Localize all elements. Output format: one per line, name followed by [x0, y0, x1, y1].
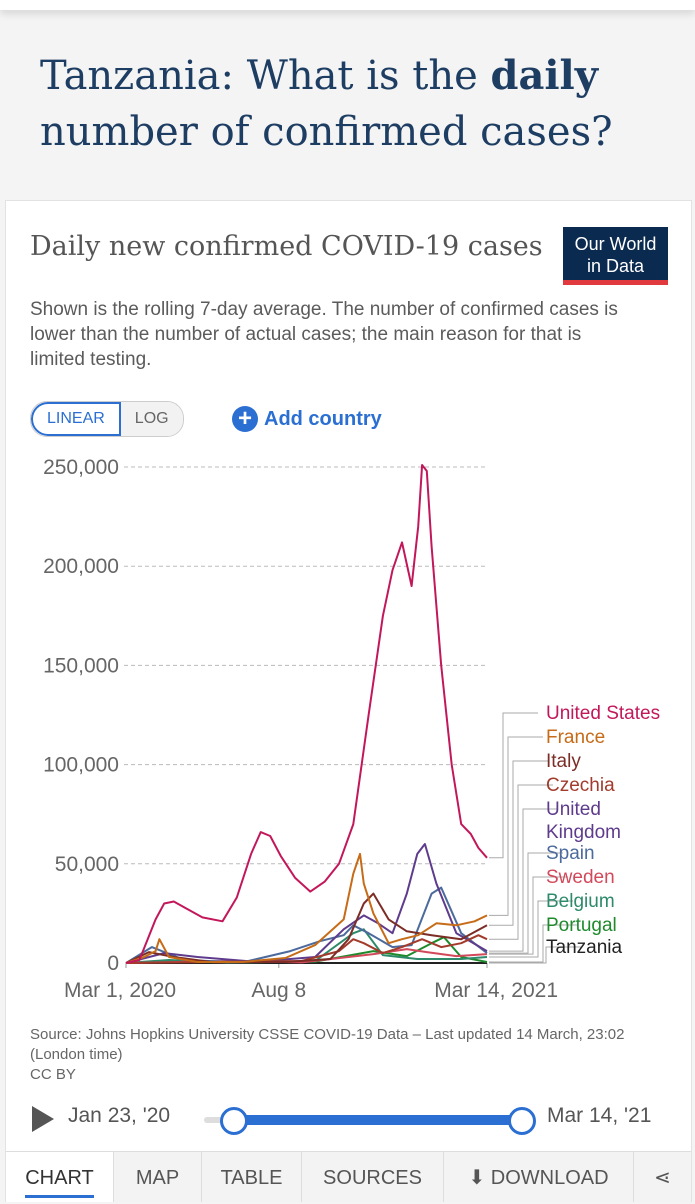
legend-leader-line: [489, 712, 538, 859]
legend-label: United States: [546, 703, 660, 724]
legend-label: Spain: [546, 843, 595, 864]
legend-leader-line: [489, 784, 553, 940]
chart-title: Daily new confirmed COVID-19 cases: [30, 231, 543, 262]
log-button[interactable]: LOG: [120, 402, 183, 436]
logo-red-bar: [563, 280, 668, 285]
tab-chart[interactable]: CHART: [6, 1152, 114, 1202]
top-bar: [0, 0, 695, 10]
chart-subtitle: Shown is the rolling 7-day average. The …: [30, 299, 618, 370]
legend-leader-line: [489, 736, 543, 916]
tab-sources[interactable]: SOURCES: [302, 1152, 444, 1202]
timeline: Jan 23, '20 Mar 14, '21: [6, 1096, 691, 1146]
series-line-czechia: [125, 934, 488, 964]
page-title: Tanzania: What is the daily number of co…: [40, 52, 613, 155]
download-icon: ⬇: [468, 1167, 491, 1189]
tab-download[interactable]: ⬇ DOWNLOAD: [444, 1152, 634, 1202]
legend-label: Kingdom: [546, 822, 621, 843]
y-tick-label: 0: [107, 952, 119, 975]
linear-button[interactable]: LINEAR: [31, 402, 121, 436]
line-chart: 0 50,000 100,000 150,000 200,000 250,000 Mar 1…: [43, 456, 660, 1002]
y-tick-label: 100,000: [43, 754, 119, 777]
logo-line-2: in Data: [586, 256, 645, 276]
license-text[interactable]: CC BY: [30, 1066, 76, 1083]
timeline-start-handle[interactable]: [220, 1107, 248, 1135]
timeline-end-label: Mar 14, '21: [547, 1104, 652, 1127]
legend-leader-line: [489, 946, 581, 964]
timeline-end-handle[interactable]: [508, 1107, 536, 1135]
legend-leader-line: [489, 924, 578, 963]
y-tick-label: 50,000: [55, 853, 119, 876]
legend-leader-line: [489, 852, 563, 954]
legend-label: United: [546, 799, 601, 820]
legend-label: France: [546, 727, 605, 748]
y-tick-label: 250,000: [43, 456, 119, 479]
chart-card: Daily new confirmed COVID-19 cases Our W…: [5, 200, 692, 1202]
legend-label: Italy: [546, 751, 581, 772]
legend-label: Portugal: [546, 915, 617, 936]
tab-map[interactable]: MAP: [114, 1152, 202, 1202]
x-tick-label: Aug 8: [251, 979, 306, 1002]
legend-label: Sweden: [546, 867, 615, 888]
y-tick-label: 200,000: [43, 555, 119, 578]
plus-icon: +: [232, 406, 258, 432]
series-line-united-states: [125, 464, 488, 964]
source-text: Source: Johns Hopkins University CSSE CO…: [30, 1026, 625, 1063]
x-tick-label: Mar 14, 2021: [434, 979, 558, 1002]
y-tick-label: 150,000: [43, 654, 119, 677]
scale-toggle[interactable]: LINEAR LOG: [30, 401, 184, 437]
legend-label: Czechia: [546, 775, 615, 796]
play-icon[interactable]: [32, 1106, 54, 1132]
source-note: Source: Johns Hopkins University CSSE CO…: [30, 1025, 630, 1085]
share-button[interactable]: ⋖: [634, 1152, 691, 1202]
series-line-france: [125, 852, 488, 964]
legend-leader-line: [489, 876, 568, 955]
x-tick-label: Mar 1, 2020: [64, 979, 176, 1002]
chart-tabs: CHART MAP TABLE SOURCES ⬇ DOWNLOAD ⋖: [6, 1151, 691, 1202]
legend-leader-line: [489, 760, 548, 926]
owid-logo[interactable]: Our World in Data: [563, 227, 668, 285]
add-country-button[interactable]: + Add country: [232, 404, 382, 434]
share-icon: ⋖: [654, 1167, 671, 1189]
logo-line-1: Our World: [574, 234, 657, 254]
add-country-label: Add country: [264, 407, 382, 430]
legend-leader-line: [489, 900, 573, 958]
timeline-selected-range: [234, 1115, 520, 1125]
legend-label: Belgium: [546, 891, 615, 912]
legend-leader-line: [489, 808, 558, 952]
series-line-italy: [125, 892, 488, 964]
timeline-start-label: Jan 23, '20: [68, 1104, 171, 1127]
legend-label: Tanzania: [546, 937, 622, 958]
tab-table[interactable]: TABLE: [202, 1152, 302, 1202]
